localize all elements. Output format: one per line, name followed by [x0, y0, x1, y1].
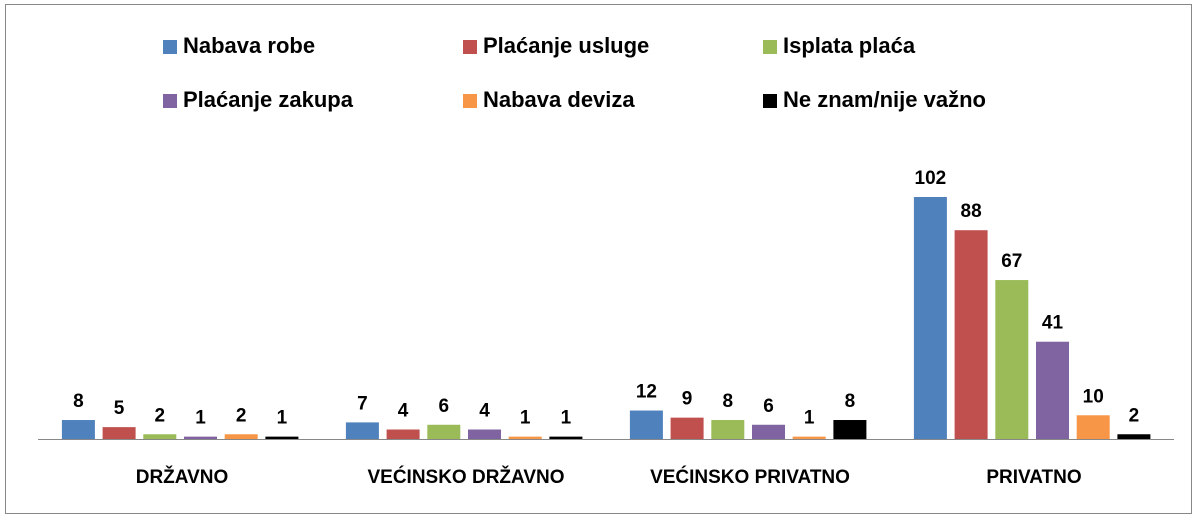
legend-swatch [463, 40, 477, 54]
bar [143, 434, 177, 439]
bar [184, 436, 217, 439]
bar [711, 420, 745, 439]
bar [1036, 341, 1069, 439]
bar [224, 434, 258, 439]
x-tick-label: DRŽAVNO [136, 466, 229, 488]
data-label: 4 [398, 401, 409, 422]
data-label: 1 [277, 408, 288, 429]
x-tick-label: PRIVATNO [986, 467, 1081, 488]
data-label: 1 [195, 408, 206, 429]
data-label: 2 [155, 405, 166, 426]
data-label: 1 [520, 408, 531, 429]
data-label: 102 [915, 168, 947, 189]
data-label: 2 [236, 405, 247, 426]
data-label: 6 [439, 396, 450, 417]
bar [954, 230, 988, 439]
legend-label: Nabava robe [183, 33, 315, 58]
bar [386, 429, 420, 439]
legend-swatch [163, 40, 177, 54]
bar [913, 197, 947, 439]
legend-swatch [463, 94, 477, 108]
bar [549, 436, 583, 439]
bar [61, 420, 95, 439]
data-label: 1 [804, 408, 815, 429]
legend-swatch [763, 40, 777, 54]
data-label: 41 [1042, 313, 1064, 334]
legend-swatch [763, 94, 777, 108]
data-label: 8 [73, 391, 84, 412]
bar [670, 417, 704, 439]
data-label: 8 [723, 391, 734, 412]
legend-label: Plaćanje zakupa [183, 87, 354, 112]
legend-label: Isplata plaća [783, 33, 916, 58]
bar [508, 436, 542, 439]
bar [427, 424, 461, 439]
data-label: 88 [961, 201, 982, 222]
data-label: 7 [357, 393, 368, 414]
data-label: 6 [763, 396, 774, 417]
x-tick-label: VEĆINSKO DRŽAVNO [367, 466, 564, 488]
bar [792, 436, 826, 439]
data-label: 5 [114, 398, 125, 419]
bar [1117, 434, 1151, 439]
x-tick-label: VEĆINSKO PRIVATNO [650, 466, 850, 488]
bar [752, 424, 785, 439]
bar [629, 410, 663, 439]
bar [468, 429, 501, 439]
chart-frame [5, 4, 1192, 514]
data-label: 10 [1083, 386, 1104, 407]
legend-label: Ne znam/nije važno [783, 87, 986, 112]
legend-label: Plaćanje usluge [483, 33, 649, 58]
data-label: 8 [845, 391, 856, 412]
data-label: 4 [479, 401, 490, 422]
bar [1076, 415, 1110, 439]
legend-swatch [163, 94, 177, 108]
data-label: 1 [561, 408, 572, 429]
legend-label: Nabava deviza [483, 87, 635, 112]
data-label: 67 [1001, 251, 1022, 272]
bar [345, 422, 379, 439]
data-label: 12 [636, 382, 657, 403]
bar [995, 280, 1029, 439]
bar [833, 420, 867, 439]
data-label: 2 [1129, 405, 1140, 426]
bar [102, 427, 136, 439]
bar [265, 436, 299, 439]
data-label: 9 [682, 389, 693, 410]
